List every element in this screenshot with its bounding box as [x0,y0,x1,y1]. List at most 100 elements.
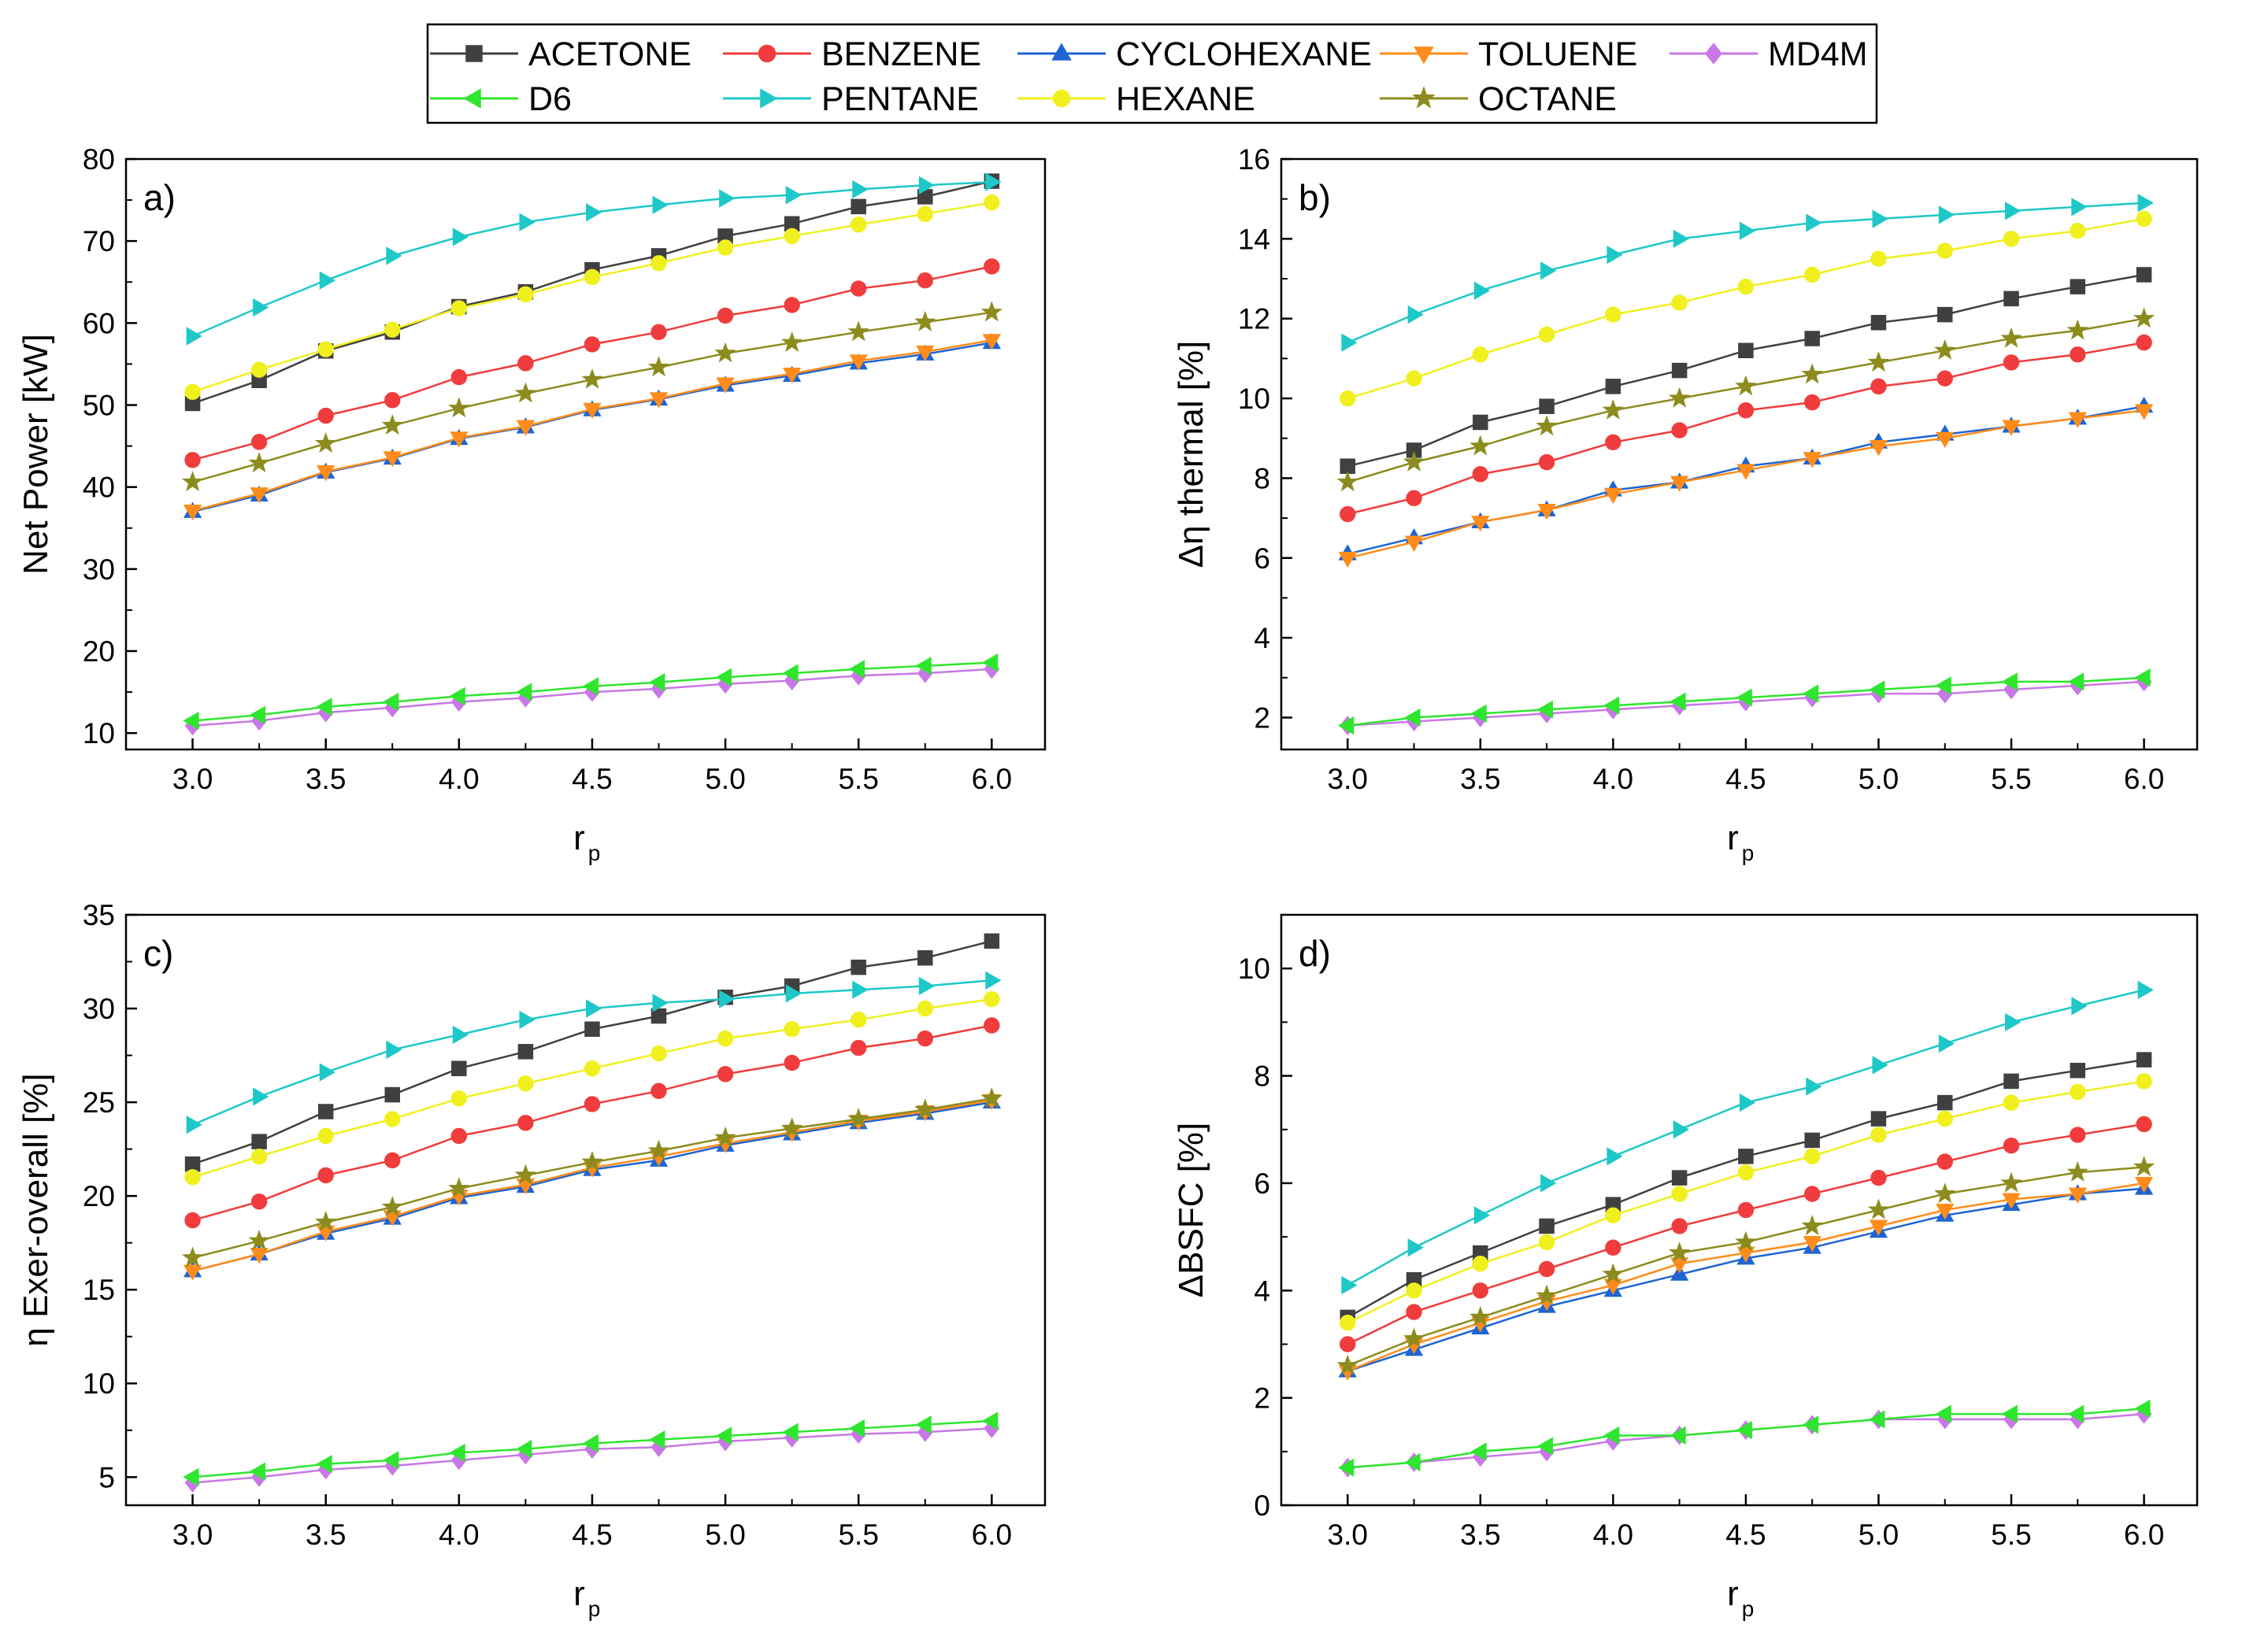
y-tick-label: 10 [1238,383,1270,415]
series-d6 [183,653,999,731]
data-point [784,1054,800,1071]
data-point [2003,1137,2020,1154]
y-tick-label: 20 [83,635,115,668]
data-point [1469,1305,1492,1327]
data-point [383,451,402,468]
data-point [1670,1426,1686,1445]
data-point [248,1229,270,1250]
series-hexane [1340,210,2152,407]
data-point [1739,221,1756,240]
data-point [1739,1094,1756,1112]
y-tick-label: 30 [83,553,115,586]
data-point [850,1039,867,1057]
data-point [1737,1164,1755,1181]
data-point [516,1439,532,1459]
data-point [317,1104,334,1119]
data-point [719,189,736,208]
x-tick-label: 5.0 [1858,763,1899,795]
series-acetone [1340,267,2152,474]
data-point [1736,688,1752,707]
data-point [1606,246,1623,265]
data-point [1737,278,1755,295]
data-point [2134,668,2151,687]
data-point [1804,394,1821,411]
data-point [2134,1399,2151,1418]
data-point [982,334,1001,350]
panel-label: a) [143,177,176,218]
legend-label: ACETONE [528,35,691,73]
data-point [1801,1215,1823,1236]
data-point [984,990,1000,1008]
legend-item-benzene: BENZENE [723,35,981,73]
data-point [1806,213,1822,232]
data-point [783,367,802,384]
data-point [2070,223,2086,239]
x-tick-label: 6.0 [2124,1519,2164,1551]
data-point [186,327,202,346]
chart-panel-c: 3.0 3.5 4.0 4.5 5.0 5.5 6.0 5 10 15 20 25 30 35 c) r p η … [17,899,1047,1621]
series-pentane [186,971,1002,1134]
data-point [517,286,534,303]
data-point [316,1455,332,1474]
data-point [1537,503,1556,520]
series-pentane [1341,194,2154,352]
data-point [1407,1238,1424,1257]
data-point [250,434,268,450]
data-point [1538,326,1555,343]
data-point [449,686,465,705]
data-point [850,959,866,975]
data-point [647,1139,670,1160]
data-point [1802,1416,1819,1434]
data-point [184,1212,201,1229]
data-point [1937,306,1953,323]
data-point [1936,1153,1953,1170]
data-point [985,971,1002,990]
data-point [2005,202,2022,220]
data-point [316,698,332,716]
y-axis-title: ΔBSFC [%] [1172,1123,1210,1298]
data-point [1870,1169,1887,1186]
data-point [2003,291,2019,307]
data-point [1340,505,1356,523]
x-tick-label: 5.0 [705,763,745,795]
data-point [1341,333,1358,352]
data-point [450,368,468,386]
data-point [186,1116,202,1134]
data-point [1539,398,1555,414]
y-tick-label: 35 [83,899,115,931]
data-point [782,664,799,683]
x-tick-label: 3.5 [1460,1519,1500,1551]
y-tick-label: 6 [1254,1168,1270,1200]
data-point [1869,439,1888,457]
data-point [581,1150,603,1171]
data-point [980,1087,1002,1108]
data-point [581,368,603,389]
data-point [382,692,399,712]
data-point [1938,1034,1955,1053]
data-point [452,1025,469,1044]
data-point [650,324,667,340]
data-point [2136,1052,2152,1068]
x-tick-label: 4.5 [572,1519,612,1551]
data-point [717,1066,734,1082]
x-tick-label: 5.0 [705,1519,745,1551]
data-point [652,994,669,1012]
data-point [1336,471,1358,492]
data-point [1735,1230,1757,1252]
data-point [384,1111,401,1127]
plot-frame [1280,913,2199,1507]
data-point [914,310,936,331]
data-point [1736,1246,1755,1263]
data-point [2003,1073,2019,1090]
data-point [314,1211,337,1232]
data-point [917,950,933,966]
data-point [917,205,933,222]
data-point [384,392,401,409]
data-point [981,653,999,672]
data-point [1404,708,1421,727]
y-tick-label: 20 [83,1180,115,1212]
data-point [1735,375,1757,396]
y-tick-label: 8 [1254,462,1270,494]
data-point [1935,1404,1951,1423]
